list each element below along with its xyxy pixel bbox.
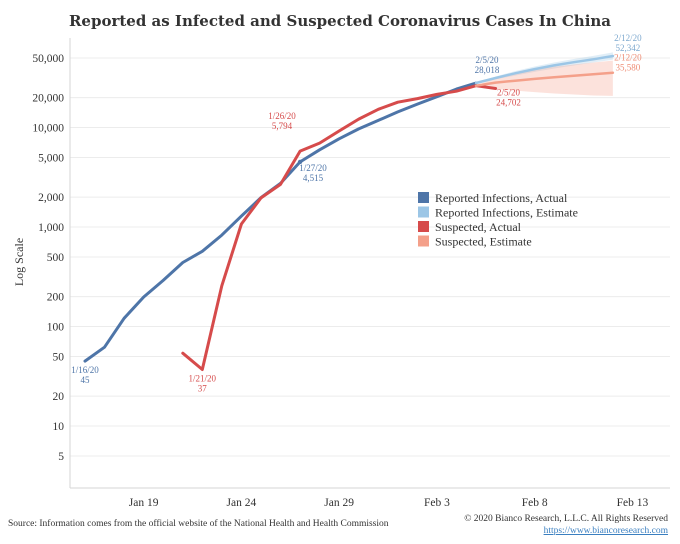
- annotation-value: 24,702: [496, 97, 521, 107]
- copyright-text: © 2020 Bianco Research, L.L.C. All Right…: [464, 514, 668, 524]
- y-tick-label-500: 500: [47, 252, 65, 264]
- y-axis: 5 10 20 50 100 200 500 1,000 2,000 5,000 10,000 20,…: [32, 38, 71, 488]
- annotation-value: 45: [81, 375, 91, 385]
- legend-label-suspected-estimate: Suspected, Estimate: [435, 235, 532, 249]
- legend-label-suspected-actual: Suspected, Actual: [435, 220, 522, 234]
- annotation-date: 1/21/20: [189, 374, 217, 384]
- legend-label-reported-infections-actual: Reported Infections, Actual: [435, 191, 568, 205]
- y-tick-label-20: 20: [53, 391, 65, 403]
- y-tick-label-2000: 2,000: [38, 192, 64, 204]
- y-tick-label-100: 100: [47, 322, 65, 334]
- series-line-suspected-estimate: [474, 71, 615, 87]
- y-axis-title: Log Scale: [12, 238, 26, 286]
- x-tick-label-feb-8: Feb 8: [522, 497, 548, 509]
- y-tick-label-1000: 1,000: [38, 222, 64, 234]
- annotation-date: 1/26/20: [268, 111, 296, 121]
- annotation-date: 2/12/20: [614, 33, 642, 43]
- y-tick-label-5000: 5,000: [38, 153, 64, 165]
- annotation-value: 28,018: [475, 65, 500, 75]
- website-link[interactable]: https://www.biancoresearch.com: [543, 526, 668, 536]
- x-tick-label-feb-3: Feb 3: [424, 497, 450, 509]
- y-tick-label-5: 5: [58, 451, 64, 463]
- legend-swatch-reported-infections-estimate: [418, 206, 429, 218]
- gridlines: [70, 57, 670, 457]
- y-tick-label-20000: 20,000: [32, 93, 64, 105]
- annotation-value: 5,794: [272, 121, 293, 131]
- annotation-value: 52,342: [615, 43, 640, 53]
- x-tick-label-feb-13: Feb 13: [617, 497, 649, 509]
- annotation-date: 1/16/20: [71, 365, 99, 375]
- legend-swatch-suspected-actual: [418, 221, 429, 232]
- x-tick-label-jan-19: Jan 19: [129, 497, 159, 509]
- annotation-value: 35,580: [615, 63, 640, 73]
- legend-label-reported-infections-estimate: Reported Infections, Estimate: [435, 206, 578, 220]
- y-tick-label-10000: 10,000: [32, 123, 64, 135]
- source-note: Source: Information comes from the offic…: [8, 519, 389, 529]
- y-tick-label-200: 200: [47, 292, 65, 304]
- annotation-value: 37: [198, 384, 208, 394]
- chart-title: Reported as Infected and Suspected Coron…: [69, 12, 611, 30]
- series-line-suspected-actual: [181, 84, 498, 371]
- y-tick-label-50000: 50,000: [32, 53, 64, 65]
- annotation-date: 2/5/20: [475, 55, 499, 65]
- annotation-value: 4,515: [303, 173, 324, 183]
- annotation-date: 2/12/20: [614, 53, 642, 63]
- series-line-reported-infections-estimate: [474, 54, 615, 85]
- x-tick-label-jan-24: Jan 24: [227, 497, 257, 509]
- y-tick-label-10: 10: [53, 421, 65, 433]
- y-tick-label-50: 50: [53, 352, 65, 364]
- x-axis: Jan 19 Jan 24 Jan 29 Feb 3 Feb 8 Feb 13: [70, 487, 670, 509]
- copyright-block: © 2020 Bianco Research, L.L.C. All Right…: [464, 513, 668, 537]
- series-lines: [83, 54, 615, 371]
- legend-swatch-reported-infections-actual: [418, 192, 429, 203]
- annotation-date: 1/27/20: [299, 163, 327, 173]
- x-tick-label-jan-29: Jan 29: [324, 497, 354, 509]
- legend-swatch-suspected-estimate: [418, 235, 429, 247]
- annotation-marker: [297, 159, 303, 165]
- annotation-date: 2/5/20: [497, 87, 521, 97]
